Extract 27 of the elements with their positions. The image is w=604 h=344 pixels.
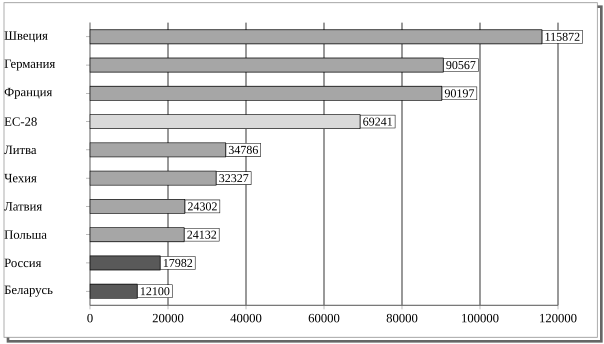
y-tick-label: Германия xyxy=(4,60,56,71)
data-label: 24302 xyxy=(188,202,217,210)
x-tick-label: 20000 xyxy=(152,314,184,322)
data-label: 17982 xyxy=(164,258,192,267)
x-tick-label: 60000 xyxy=(308,314,340,322)
x-tick-label: 120000 xyxy=(540,314,577,322)
data-label: 34786 xyxy=(228,146,258,154)
x-tick-label: 40000 xyxy=(230,314,262,322)
data-label: 90567 xyxy=(446,61,476,70)
y-tick-label: Чехия xyxy=(4,174,37,182)
data-label: 24132 xyxy=(187,230,216,239)
x-tick-label: 80000 xyxy=(386,314,418,322)
data-label: 12100 xyxy=(140,287,170,296)
y-tick-label: Беларусь xyxy=(4,286,53,297)
y-tick-label: Россия xyxy=(4,258,42,268)
y-tick-label: Франция xyxy=(4,88,52,99)
data-label: 32327 xyxy=(219,174,248,182)
data-label: 90197 xyxy=(444,89,474,98)
y-tick-label: Польша xyxy=(4,230,47,239)
data-label: 115872 xyxy=(546,32,580,41)
y-tick-label: Латвия xyxy=(4,202,42,211)
y-tick-label: ЕС-28 xyxy=(4,117,37,126)
x-tick-label: 0 xyxy=(87,314,93,322)
y-tick-label: Литва xyxy=(4,146,36,154)
x-tick-label: 100000 xyxy=(462,314,499,322)
y-tick-label: Швеция xyxy=(4,31,48,42)
data-label: 69241 xyxy=(363,118,392,126)
